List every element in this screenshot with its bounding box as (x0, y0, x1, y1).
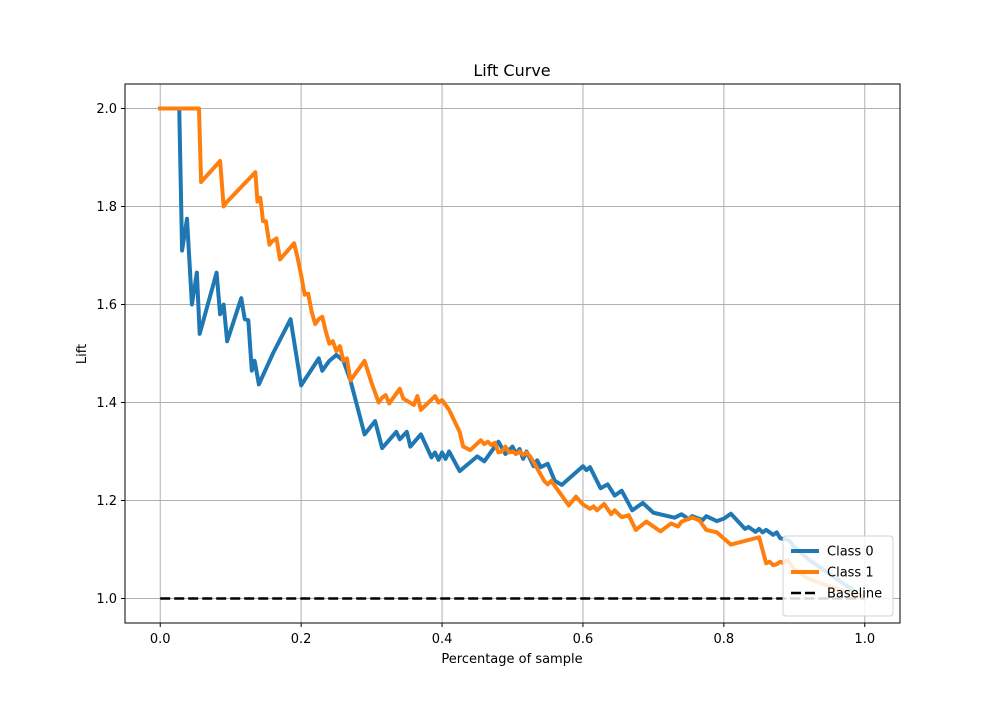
y-tick-label: 1.6 (96, 298, 117, 313)
legend: Class 0 Class 1 Baseline (782, 535, 894, 617)
x-tick-label: 1.0 (854, 632, 875, 647)
legend-label-baseline: Baseline (827, 587, 882, 602)
axes-frame (124, 83, 901, 624)
legend-label-class-0: Class 0 (827, 545, 874, 560)
series-lines (158, 106, 868, 602)
chart-title: Lift Curve (473, 61, 550, 80)
ticks: 0.0 0.2 0.4 0.6 0.8 1.0 1.0 1.2 1.4 1.6 1.8 2.0 (96, 102, 875, 647)
x-tick-label: 0.2 (291, 632, 312, 647)
y-tick-label: 1.8 (96, 200, 117, 215)
grid (125, 84, 900, 623)
x-tick-label: 0.0 (150, 632, 171, 647)
legend-box (782, 535, 894, 617)
x-tick-label: 0.4 (432, 632, 453, 647)
x-tick-label: 0.6 (573, 632, 594, 647)
x-tick-label: 0.8 (714, 632, 735, 647)
y-tick-label: 2.0 (96, 102, 117, 117)
x-axis-label: Percentage of sample (441, 652, 582, 667)
y-axis-label: Lift (75, 344, 90, 364)
series-line-class-0 (158, 106, 868, 602)
y-tick-label: 1.4 (96, 396, 117, 411)
y-tick-label: 1.2 (96, 494, 117, 509)
y-tick-label: 1.0 (96, 592, 117, 607)
legend-label-class-1: Class 1 (827, 566, 874, 581)
series-line-class-1 (158, 106, 868, 602)
